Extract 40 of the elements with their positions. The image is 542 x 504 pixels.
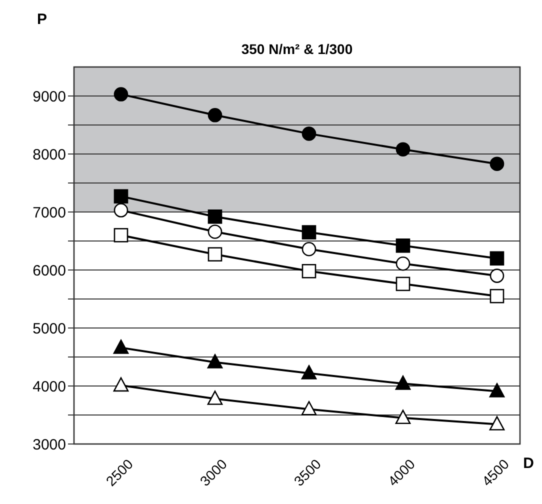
y-tick-label: 8000 [32,146,66,164]
y-tick-label: 3000 [32,436,66,454]
point [114,203,128,218]
x-axis-title: D [523,455,534,472]
point [490,288,504,304]
point [208,209,222,224]
chart-title: 350 N/m² & 1/300 [241,41,353,57]
point [302,225,316,240]
point [114,189,128,204]
point [396,142,410,157]
point [395,376,411,390]
y-tick-label: 6000 [32,262,66,280]
point [302,242,316,256]
point [396,276,410,292]
point [113,340,129,354]
point [490,268,504,283]
point [490,156,504,172]
point [395,410,411,424]
point [490,251,504,266]
point [302,264,316,278]
point [114,87,128,102]
point [114,228,128,242]
point [207,390,223,405]
point [113,377,129,392]
point [208,108,222,122]
point [207,354,223,368]
point [396,256,410,271]
y-tick-label: 5000 [32,320,66,338]
point [489,383,505,398]
point [489,416,505,430]
point [208,224,222,239]
point [302,126,316,141]
point [301,365,317,380]
y-tick-label: 7000 [32,204,66,222]
point [396,238,410,253]
y-tick-label: 4000 [32,378,66,396]
y-axis-title: P [36,11,48,28]
point [208,247,222,262]
point [301,401,317,416]
y-tick-label: 9000 [32,88,66,106]
